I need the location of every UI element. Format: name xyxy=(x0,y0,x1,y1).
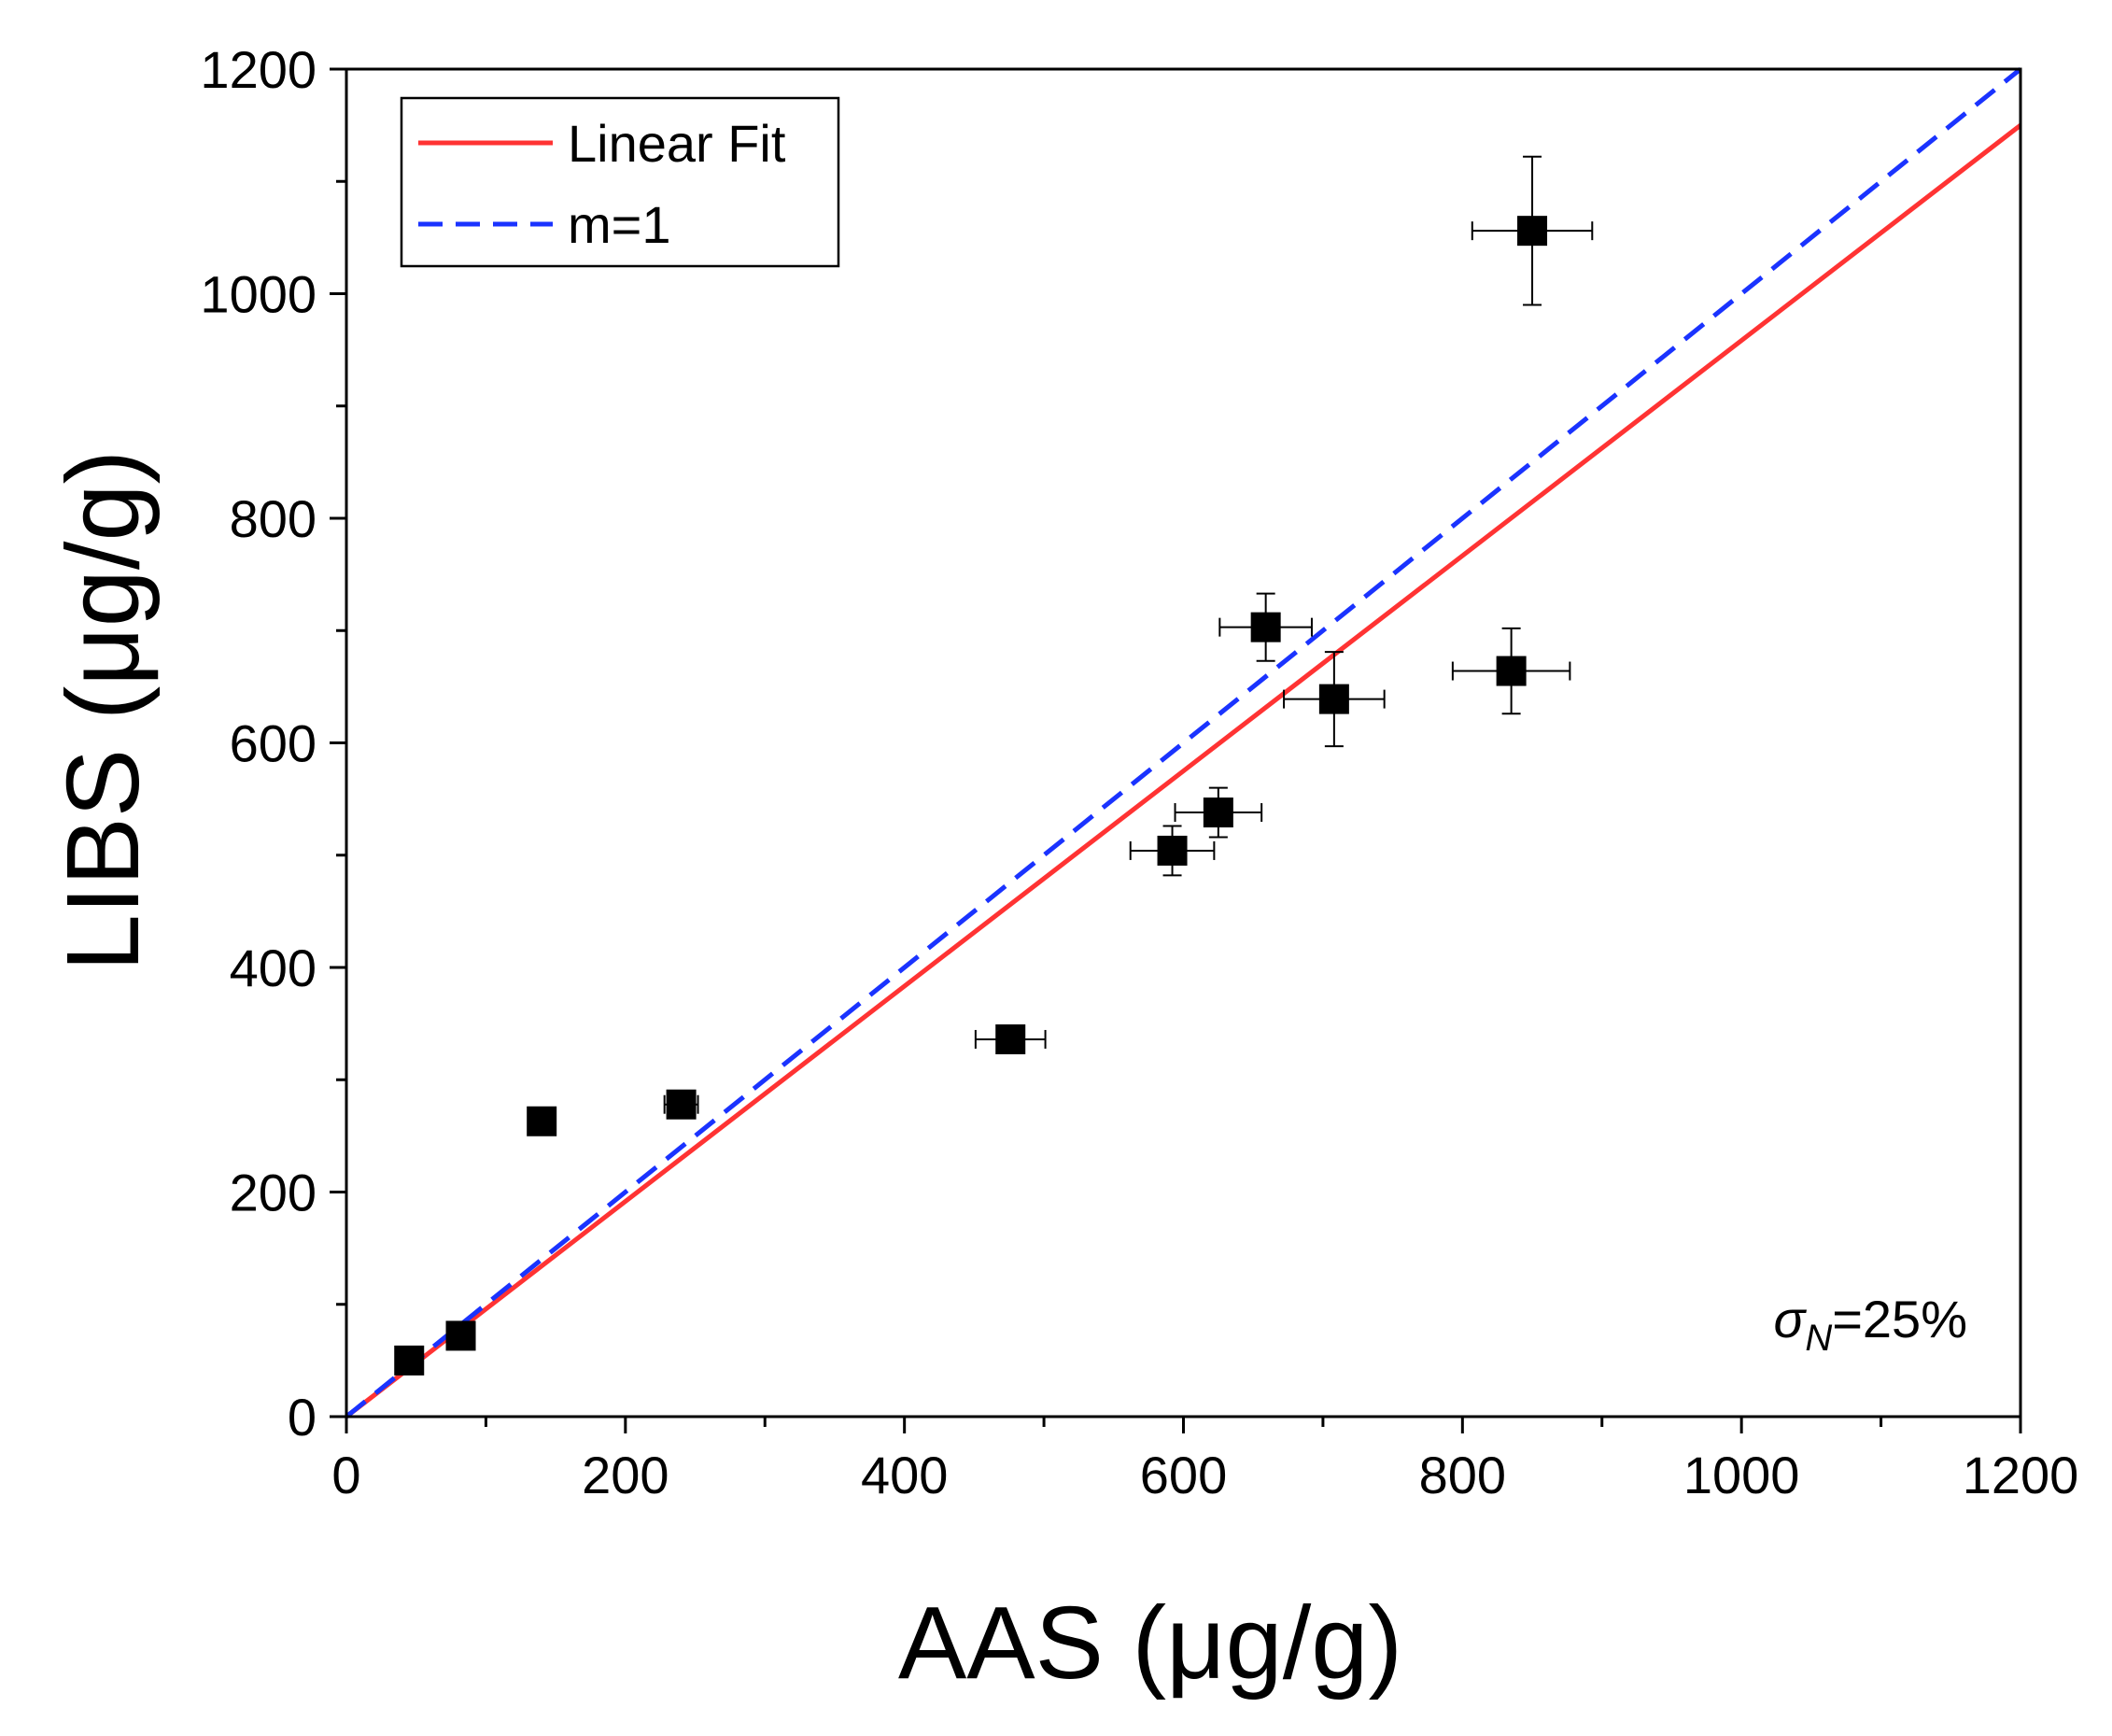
y-tick-label: 1000 xyxy=(200,265,317,324)
x-tick-label: 1000 xyxy=(1683,1446,1800,1504)
square-marker xyxy=(445,1320,476,1351)
y-tick-label: 200 xyxy=(230,1164,317,1222)
square-marker xyxy=(1318,684,1349,714)
sigma-subscript: N xyxy=(1805,1318,1832,1359)
data-point xyxy=(1129,825,1216,877)
data-point xyxy=(1283,651,1386,748)
square-marker xyxy=(527,1106,557,1136)
axis-ticks: 0 200 400 600 800 1000 1200 0 200 400 600 800 1000 12… xyxy=(200,40,2078,1504)
square-marker xyxy=(1203,797,1233,828)
x-tick-label: 200 xyxy=(582,1446,669,1504)
data-point xyxy=(663,1089,699,1120)
sigma-annotation: σN=25% xyxy=(1774,1290,1967,1359)
x-tick-label: 1200 xyxy=(1963,1446,2079,1504)
y-axis-title: LIBS (μg/g) xyxy=(46,450,161,972)
square-marker xyxy=(995,1023,1026,1054)
data-points xyxy=(394,155,1594,1376)
sigma-value: =25% xyxy=(1832,1290,1967,1348)
square-marker xyxy=(1517,216,1548,247)
y-tick-label: 800 xyxy=(230,489,317,548)
legend-box xyxy=(400,96,840,268)
x-tick-label: 0 xyxy=(331,1446,360,1504)
fit-lines xyxy=(345,67,2022,1418)
square-marker xyxy=(1250,612,1281,642)
y-tick-label: 0 xyxy=(288,1388,317,1447)
x-tick-label: 400 xyxy=(861,1446,948,1504)
data-point xyxy=(1174,786,1263,839)
y-tick-label: 600 xyxy=(230,714,317,773)
x-tick-label: 600 xyxy=(1140,1446,1227,1504)
y-tick-label: 400 xyxy=(230,939,317,997)
plot-area-frame xyxy=(345,67,2022,1418)
square-marker xyxy=(394,1345,425,1376)
data-point xyxy=(1218,592,1313,662)
x-tick-label: 800 xyxy=(1419,1446,1506,1504)
data-point xyxy=(527,1106,557,1136)
unity-line xyxy=(345,67,2022,1418)
legend-label-linear-fit: Linear Fit xyxy=(568,114,786,173)
square-marker xyxy=(1157,835,1188,866)
data-point xyxy=(394,1345,425,1376)
x-axis-title: AAS (μg/g) xyxy=(898,1586,1402,1701)
data-point xyxy=(1471,155,1594,306)
data-point xyxy=(445,1320,476,1351)
linear-fit-line xyxy=(345,123,2022,1418)
data-point xyxy=(1451,627,1571,715)
legend: Linear Fit m=1 xyxy=(400,96,840,268)
sigma-symbol: σ xyxy=(1774,1290,1808,1348)
square-marker xyxy=(666,1089,697,1120)
legend-label-m-equals-1: m=1 xyxy=(568,195,671,254)
y-tick-label: 1200 xyxy=(200,40,317,99)
data-point xyxy=(974,1023,1047,1054)
square-marker xyxy=(1496,656,1527,686)
